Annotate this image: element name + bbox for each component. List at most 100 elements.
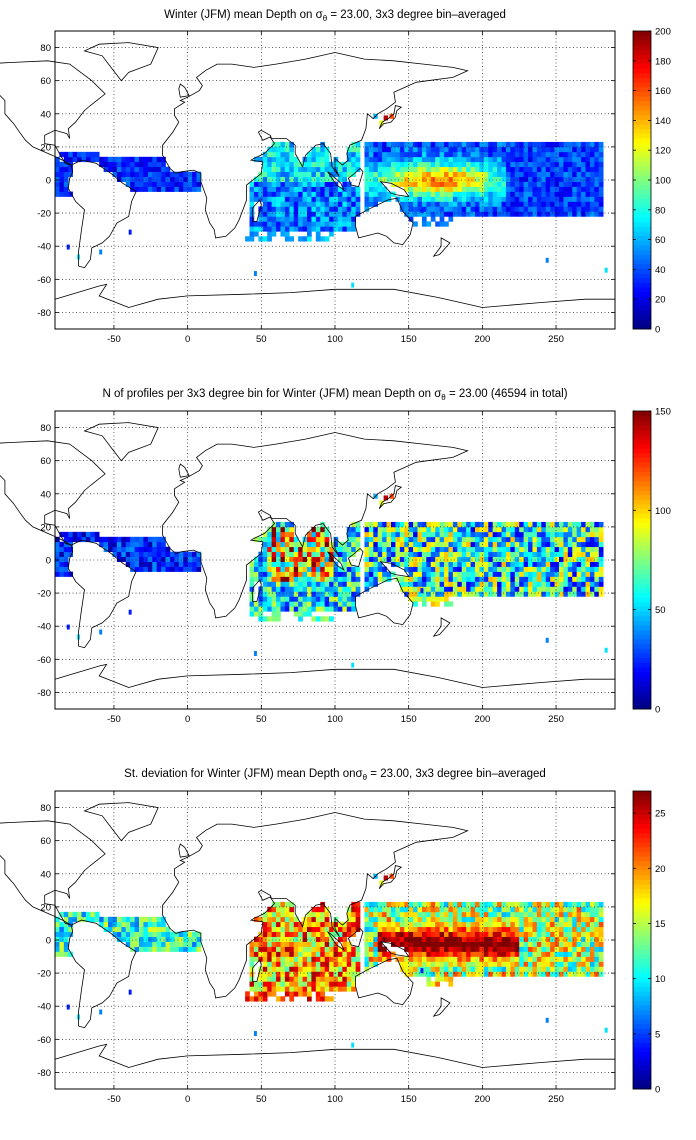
data-bin [585,931,591,937]
data-bin [492,161,498,168]
data-bin [389,113,394,119]
data-bin [63,926,69,933]
grid [55,411,615,709]
data-bin [444,181,449,187]
data-bin [439,951,445,957]
data-bin [594,186,600,192]
data-bin [307,571,312,577]
data-bin [383,875,389,881]
data-bin [289,946,295,952]
data-bin [399,531,405,538]
data-bin [408,206,414,212]
data-bin [554,591,560,597]
data-bin [271,191,277,197]
data-bin [284,236,290,242]
data-bin [576,531,582,538]
data-bin [382,521,387,528]
data-bin [351,956,356,962]
data-bin [492,926,498,933]
data-bin [267,166,272,173]
data-bin [276,581,281,587]
data-bin [346,186,352,192]
data-bin [576,551,582,557]
data-bin [307,921,312,928]
data-bin [72,916,78,923]
colorbar-segment [633,625,651,631]
data-bin [178,186,184,192]
data-bin [594,536,600,543]
data-bin [373,926,379,933]
data-bin [408,561,414,567]
data-bin [430,211,436,217]
coastline-madagascar [252,959,262,982]
data-bin [271,156,277,163]
data-bin [563,901,569,908]
colorbar-segment [633,795,651,801]
data-bin [563,526,569,533]
colorbar-segment [633,1000,651,1006]
data-bin [258,941,264,947]
data-bin [337,196,343,202]
data-bin [342,601,348,607]
data-bin [585,576,591,582]
data-bin [284,936,290,942]
data-bin [426,206,432,212]
colorbar-segment [633,203,651,209]
data-bin [399,961,405,967]
data-bin [435,956,440,962]
colorbar-segment [633,676,651,682]
data-bin [576,911,582,918]
data-bin [125,156,131,163]
data-bin [510,961,516,967]
data-bin [448,591,454,597]
data-bin [289,531,295,538]
data-bin [594,556,600,562]
data-bin [68,571,73,577]
data-bin [413,971,418,977]
data-bin [284,576,290,582]
data-bin [417,586,423,592]
y-tick-label: -80 [37,1068,51,1079]
data-bin [267,916,272,923]
data-bin [280,981,286,987]
data-bin [262,581,268,587]
data-bin [156,561,162,567]
data-bin [284,151,290,158]
data-bin [589,181,595,187]
data-bin [404,971,409,977]
data-bin [262,166,268,173]
data-bin [280,171,286,177]
data-bin [249,186,255,192]
data-bin [271,231,277,237]
data-bin [315,956,321,962]
data-bin [435,141,440,148]
data-bin [298,596,303,602]
data-bin [280,606,286,612]
data-bin [404,211,409,217]
data-bin [364,161,370,168]
data-bin [364,181,370,187]
data-bin [289,956,295,962]
data-bin [66,1004,70,1010]
data-bin [382,161,387,168]
data-bin [368,941,374,947]
data-bin [311,906,317,913]
data-bin [510,156,516,163]
title-sigma: σ [356,768,363,780]
data-bin [63,546,69,553]
data-bin [337,226,343,232]
data-bin [576,941,582,947]
data-bin [532,181,538,187]
data-bin [99,916,104,923]
data-bin [161,541,166,548]
data-bin [567,546,573,553]
data-bin [391,906,396,913]
data-bin [324,551,330,557]
data-bin [497,161,502,168]
data-bin [461,566,467,572]
data-bin [368,556,374,562]
data-bin [554,586,560,592]
data-bin [585,561,591,567]
data-bin [289,966,295,972]
data-bin [307,156,312,163]
